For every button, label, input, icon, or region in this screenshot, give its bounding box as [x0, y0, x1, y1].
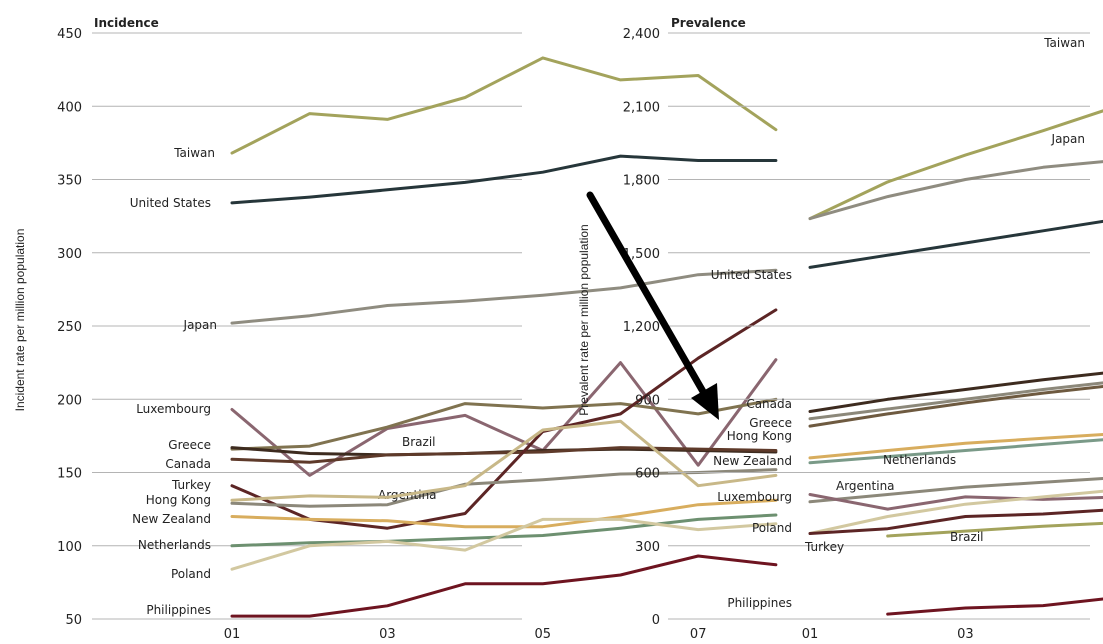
- prevalence-series-netherlands-label: Netherlands: [883, 453, 956, 467]
- incidence-y-tick-label: 450: [57, 27, 82, 42]
- prevalence-series-turkey-line: [808, 508, 1103, 535]
- incidence-series-argentina-line: [230, 468, 778, 508]
- prevalence-y-tick-label: 300: [635, 540, 660, 555]
- prevalence-x-tick-label: 03: [957, 627, 974, 642]
- incidence-title: Incidence: [94, 16, 159, 30]
- incidence-y-tick-label: 150: [57, 467, 82, 482]
- prevalence-series-greece-line: [808, 381, 1103, 421]
- prevalence-y-tick-label: 1,200: [623, 320, 660, 335]
- incidence-series-philippines-label: Philippines: [146, 603, 211, 617]
- incidence-x-tick-label: 05: [535, 627, 552, 642]
- prevalence-series-brazil-label: Brazil: [950, 530, 984, 544]
- incidence-series-taiwan-line: [230, 56, 778, 155]
- prevalence-series-taiwan-label: Taiwan: [1043, 36, 1085, 50]
- incidence-series-poland-line: [230, 517, 778, 571]
- prevalence-series-canada-label: Canada: [746, 397, 792, 411]
- incidence-series-greece-label: Greece: [168, 438, 211, 452]
- prevalence-series-philippines-label: Philippines: [727, 596, 792, 610]
- incidence-series-united-states-label: United States: [130, 196, 211, 210]
- prevalence-y-axis-label: Prevalent rate per million population: [577, 224, 591, 415]
- incidence-series-new-zealand-label: New Zealand: [132, 512, 211, 526]
- incidence-series-brazil-line: [230, 397, 778, 451]
- prevalence-title: Prevalence: [671, 16, 746, 30]
- prevalence-series-canada-line: [808, 371, 1103, 413]
- prevalence-panel: Prevalence Prevalent rate per million po…: [577, 16, 1103, 642]
- prevalence-y-tick-label: 900: [635, 393, 660, 408]
- incidence-y-tick-label: 100: [57, 540, 82, 555]
- prevalence-series-japan-label: Japan: [1051, 132, 1085, 146]
- prevalence-series-poland-line: [808, 489, 1103, 535]
- prevalence-series-poland-label: Poland: [752, 521, 792, 535]
- incidence-series-canada-line: [230, 446, 778, 464]
- prevalence-y-tick-label: 2,400: [623, 27, 660, 42]
- prevalence-series-taiwan-line: [808, 109, 1103, 221]
- prevalence-series-new-zealand-line: [808, 433, 1103, 460]
- incidence-series-poland-label: Poland: [171, 567, 211, 581]
- prevalence-y-tick-label: 1,800: [623, 174, 660, 189]
- prevalence-series-brazil-line: [886, 521, 1103, 538]
- prevalence-series-united-states-label: United States: [711, 268, 792, 282]
- incidence-y-tick-label: 400: [57, 100, 82, 115]
- prevalence-series-new-zealand-label: New Zealand: [713, 454, 792, 468]
- prevalence-series-greece-label: Greece: [749, 416, 792, 430]
- prevalence-series-netherlands-line: [808, 438, 1103, 465]
- incidence-y-tick-label: 350: [57, 174, 82, 189]
- incidence-series-brazil-label: Brazil: [402, 435, 436, 449]
- prevalence-series-luxembourg-line: [808, 493, 1103, 511]
- incidence-series-philippines-line: [230, 554, 778, 618]
- incidence-series-luxembourg-label: Luxembourg: [136, 402, 211, 416]
- prevalence-series-hong-kong-label: Hong Kong: [727, 429, 792, 443]
- prevalence-series-turkey-label: Turkey: [804, 540, 844, 554]
- prevalence-series-luxembourg-label: Luxembourg: [717, 490, 792, 504]
- prevalence-series-philippines-line: [886, 597, 1103, 616]
- incidence-series-canada-label: Canada: [165, 457, 211, 471]
- incidence-panel: Incidence Incident rate per million popu…: [13, 16, 778, 642]
- incidence-y-tick-label: 250: [57, 320, 82, 335]
- incidence-y-tick-label: 50: [65, 613, 82, 628]
- prevalence-series-argentina-label: Argentina: [836, 479, 895, 493]
- incidence-y-axis-label: Incident rate per million population: [13, 229, 27, 412]
- prevalence-y-tick-label: 1,500: [623, 247, 660, 262]
- incidence-x-tick-label: 07: [690, 627, 707, 642]
- incidence-series-taiwan-label: Taiwan: [173, 146, 215, 160]
- prevalence-y-tick-label: 0: [652, 613, 660, 628]
- prevalence-series-japan-line: [808, 160, 1103, 221]
- incidence-series-japan-label: Japan: [183, 318, 217, 332]
- incidence-x-tick-label: 03: [379, 627, 396, 642]
- prevalence-y-tick-label: 600: [635, 467, 660, 482]
- prevalence-series-united-states-line: [808, 219, 1103, 269]
- incidence-series-japan-line: [230, 268, 778, 325]
- incidence-series-new-zealand-line: [230, 498, 778, 529]
- incidence-series-netherlands-line: [230, 513, 778, 548]
- incidence-y-tick-label: 200: [57, 393, 82, 408]
- incidence-series-hong-kong-label: Hong Kong: [146, 493, 211, 507]
- incidence-series-turkey-label: Turkey: [171, 478, 211, 492]
- prevalence-series-hong-kong-line: [808, 385, 1103, 428]
- annotation-arrow: [586, 191, 719, 420]
- prevalence-y-tick-label: 2,100: [623, 100, 660, 115]
- prevalence-series-argentina-line: [808, 477, 1103, 504]
- incidence-series-netherlands-label: Netherlands: [138, 538, 211, 552]
- incidence-x-tick-label: 01: [224, 627, 241, 642]
- prevalence-x-tick-label: 01: [802, 627, 819, 642]
- incidence-y-tick-label: 300: [57, 247, 82, 262]
- incidence-series-hong-kong-line: [230, 419, 778, 502]
- incidence-series-united-states-line: [230, 154, 778, 205]
